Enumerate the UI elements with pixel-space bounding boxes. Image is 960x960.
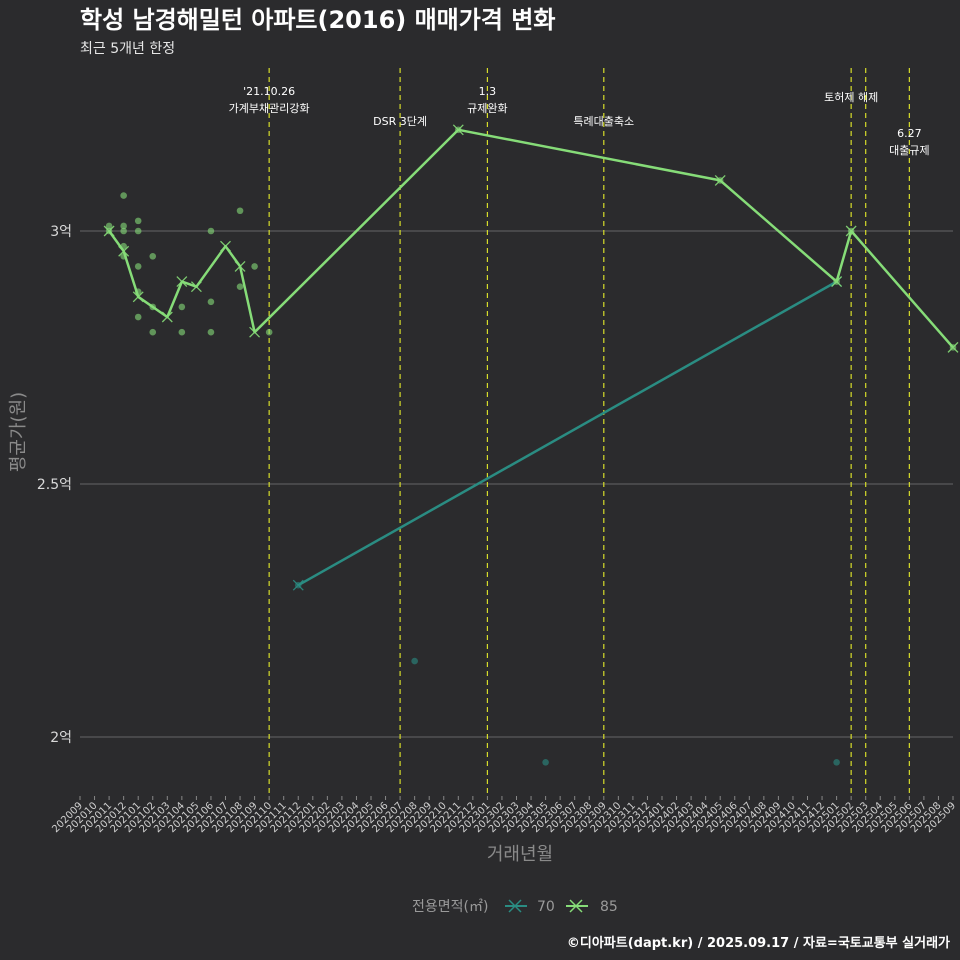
data-point-85 (251, 263, 258, 270)
data-marker-85 (220, 240, 231, 252)
chart-title: 학성 남경해밀턴 아파트(2016) 매매가격 변화 (80, 6, 555, 34)
data-point-85 (149, 252, 157, 260)
y-tick-label: 2.5억 (37, 477, 72, 493)
data-point-85 (120, 222, 127, 230)
x-axis: 2020092020102020112020122021012021022021… (50, 796, 958, 835)
legend-item-70: 70 (505, 899, 555, 915)
data-point-85 (236, 207, 244, 215)
series (103, 124, 959, 766)
chart-subtitle: 최근 5개년 한정 (80, 41, 175, 57)
data-point-85 (134, 313, 142, 321)
data-marker-85 (176, 276, 188, 288)
event-label: '21.10.26 (243, 85, 295, 98)
data-marker-70 (292, 579, 304, 591)
data-marker-85 (118, 245, 130, 257)
event-label: 규제완화 (467, 102, 507, 115)
data-point-85 (207, 227, 215, 235)
data-point-85 (178, 328, 186, 336)
data-marker-85 (831, 276, 843, 288)
event-label: DSR 3단계 (373, 115, 427, 128)
data-marker-85 (234, 260, 246, 272)
data-marker-85 (249, 326, 261, 338)
legend-label-70: 70 (537, 899, 555, 915)
event-label: 대출규제 (889, 144, 929, 157)
data-marker-85 (714, 174, 726, 186)
y-tick-label: 3억 (50, 224, 72, 240)
x-axis-title: 거래년월 (487, 844, 553, 865)
data-point-85 (236, 283, 244, 290)
data-point-85 (207, 328, 215, 336)
y-tick-label: 2억 (50, 730, 72, 746)
data-point-85 (149, 328, 157, 336)
data-point-85 (178, 303, 186, 311)
data-marker-85 (161, 311, 173, 323)
series-line-70 (297, 280, 838, 587)
source-caption: ©디아파트(dapt.kr) / 2025.09.17 / 자료=국토교통부 실… (567, 935, 950, 951)
data-point-85 (134, 227, 142, 235)
data-point-70 (833, 759, 840, 766)
legend-label-85: 85 (600, 899, 618, 915)
data-point-70 (411, 657, 418, 665)
data-marker-85 (845, 225, 857, 237)
data-point-85 (120, 227, 127, 235)
event-label: 가계부채관리강화 (229, 102, 310, 115)
event-label: 1.3 (479, 85, 497, 98)
y-axis-title: 평균가(원) (8, 392, 29, 472)
data-point-85 (134, 217, 142, 225)
y-axis: 2억 2.5억 3억 (37, 224, 72, 746)
event-label: 특례대출축소 (573, 115, 634, 128)
data-point-85 (105, 222, 113, 230)
legend: 전용면적(㎡) 70 85 (412, 899, 618, 915)
data-marker-85 (190, 281, 202, 293)
grid (80, 230, 953, 738)
data-point-85 (265, 328, 273, 336)
data-point-85 (134, 263, 142, 270)
data-marker-85 (947, 341, 959, 353)
data-point-70 (542, 759, 549, 766)
data-marker-85 (452, 124, 464, 136)
series-line-85 (108, 128, 954, 349)
legend-title: 전용면적(㎡) (412, 899, 488, 915)
data-point-85 (120, 192, 127, 199)
event-label: 6.27 (897, 127, 922, 140)
legend-item-85: 85 (566, 899, 618, 915)
data-point-85 (207, 298, 215, 306)
event-label: 토허제 해제 (824, 90, 878, 104)
data-marker-85 (103, 225, 115, 237)
data-marker-85 (132, 291, 144, 303)
